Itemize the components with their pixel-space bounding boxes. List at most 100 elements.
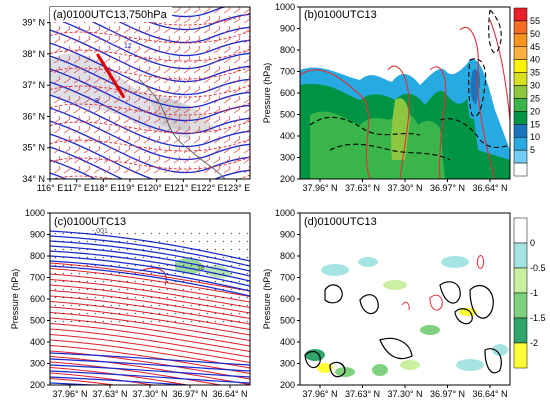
- panel-a-x-tick-label: 116° E: [37, 183, 63, 193]
- wind-barb: [153, 155, 161, 164]
- wind-vector: [190, 248, 193, 251]
- wind-barb: [53, 35, 61, 44]
- wind-vector: [158, 240, 161, 243]
- wind-barb: [203, 15, 211, 24]
- wind-vector: [206, 304, 209, 307]
- wind-vector: [118, 248, 121, 251]
- wind-vector: [54, 296, 57, 299]
- wind-vector: [238, 280, 241, 283]
- wind-vector: [110, 272, 113, 275]
- wind-barb: [153, 45, 161, 54]
- wind-vector: [118, 280, 121, 283]
- wind-vector: [230, 296, 233, 299]
- wind-barb: [63, 75, 71, 84]
- panel-b-y-ticks: 1000 900 800 700 600 500 400 300 200: [275, 2, 300, 184]
- wind-vector: [214, 296, 217, 299]
- wind-barb: [143, 35, 151, 44]
- wind-barb: [203, 145, 211, 154]
- wind-vector: [54, 272, 57, 275]
- wind-barb: [163, 145, 171, 154]
- wind-barb: [223, 85, 231, 94]
- wind-vector: [78, 248, 81, 251]
- wind-vector: [54, 264, 57, 267]
- y-tick-label: 300: [280, 359, 295, 369]
- wind-vector: [102, 288, 105, 291]
- wind-barb: [113, 155, 121, 164]
- wind-barb: [153, 115, 161, 124]
- wind-barb: [213, 145, 221, 154]
- wind-barb: [193, 15, 201, 24]
- contour-label-neg: -.001: [92, 228, 108, 235]
- x-tick-label: 36.97° N: [430, 183, 465, 193]
- y-tick-label: 900: [280, 230, 295, 240]
- wind-barb: [73, 45, 81, 54]
- dashed-contour: [488, 9, 502, 53]
- wind-barb: [83, 115, 91, 124]
- tendency-patch: [456, 359, 484, 371]
- dashed-contour: [439, 118, 510, 148]
- wind-vector: [190, 304, 193, 307]
- wind-vector: [182, 288, 185, 291]
- wind-barb: [63, 125, 71, 134]
- wind-barb: [103, 45, 111, 54]
- wind-vector: [94, 264, 97, 267]
- wind-vector: [94, 280, 97, 283]
- panel-a-x-tick-label: 119° E: [117, 183, 143, 193]
- wind-vector: [126, 304, 129, 307]
- tendency-shading: [305, 256, 508, 377]
- wind-vector: [142, 240, 145, 243]
- wind-barb: [233, 95, 241, 104]
- colorbar-label: 45: [530, 42, 540, 52]
- wind-barb: [203, 135, 211, 144]
- wind-vector: [70, 232, 73, 235]
- wind-barb: [163, 155, 171, 164]
- wind-barb: [53, 85, 61, 94]
- wind-barb: [53, 105, 61, 114]
- wind-vector: [206, 232, 209, 235]
- wind-vector: [150, 320, 153, 323]
- wind-barb: [103, 55, 111, 64]
- red-contour: [429, 294, 443, 311]
- wind-barb: [223, 135, 231, 144]
- panel-d-y-label: Pressure (hPa): [262, 269, 272, 330]
- red-isotach-contour: [50, 355, 250, 385]
- wind-barb: [183, 35, 191, 44]
- black-contours: [304, 281, 502, 378]
- wind-vector: [230, 320, 233, 323]
- wind-barb: [153, 125, 161, 134]
- wind-barb: [103, 75, 111, 84]
- black-contour: [469, 284, 494, 319]
- wind-barb: [153, 65, 161, 74]
- red-isotach-contour: [50, 350, 250, 380]
- wind-barb: [53, 65, 61, 74]
- geopotential-contour: [50, 120, 250, 174]
- wind-barb: [63, 135, 71, 144]
- wind-barb: [193, 145, 201, 154]
- wind-barb: [63, 155, 71, 164]
- wind-barb: [133, 155, 141, 164]
- wind-barb: [53, 125, 61, 134]
- wind-vector: [142, 304, 145, 307]
- colorbar-swatch: [513, 124, 528, 138]
- wind-barb: [163, 45, 171, 54]
- wind-barb: [133, 45, 141, 54]
- wind-vector: [214, 232, 217, 235]
- wind-vector: [230, 304, 233, 307]
- wind-barb: [233, 135, 241, 144]
- colorbar-label: -1: [530, 288, 538, 298]
- wind-vector: [222, 264, 225, 267]
- wind-barb: [183, 65, 191, 74]
- black-contour: [359, 294, 379, 315]
- wind-barb: [83, 65, 91, 74]
- wind-barb: [233, 35, 241, 44]
- wind-vector: [102, 296, 105, 299]
- panel-a-x-tick-label: 117° E: [63, 183, 89, 193]
- colorbar-label: 15: [530, 119, 540, 129]
- wind-vector: [166, 240, 169, 243]
- wind-vector: [142, 256, 145, 259]
- black-contour: [329, 361, 346, 378]
- colorbar-label: 50: [530, 29, 540, 39]
- blue-contour: [50, 250, 250, 282]
- wind-barb: [93, 95, 101, 104]
